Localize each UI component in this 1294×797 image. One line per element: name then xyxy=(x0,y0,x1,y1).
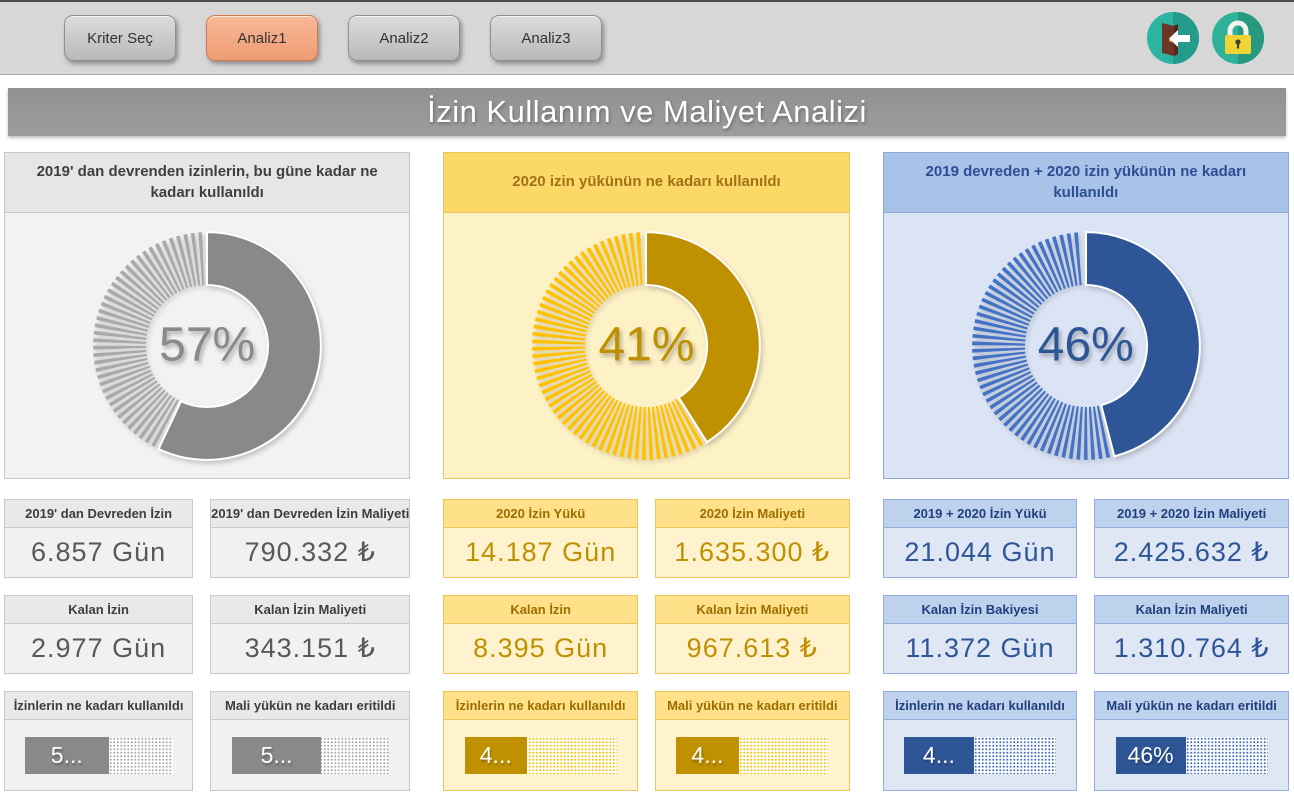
card-title: İzinlerin ne kadarı kullanıldı xyxy=(5,692,193,720)
progress-bar: 4... xyxy=(676,736,829,774)
donut-chart-gray: 57% xyxy=(5,213,409,478)
progress-label: 4... xyxy=(479,741,512,768)
analiz3-button[interactable]: Analiz3 xyxy=(490,15,602,61)
card-value: 790.332 ₺ xyxy=(244,537,376,567)
title-band: İzin Kullanım ve Maliyet Analizi xyxy=(8,88,1286,136)
analiz1-button[interactable]: Analiz1 xyxy=(206,15,318,61)
progress-label: 4... xyxy=(691,741,724,768)
progress-label: 5... xyxy=(260,741,293,768)
card-value: 8.395 Gün xyxy=(473,633,609,663)
panel-title: 2019' dan devrenden izinlerin, bu güne k… xyxy=(5,153,410,213)
stat-card: 2019' dan Devreden İzin 6.857 Gün xyxy=(4,499,194,578)
card-title: 2019' dan Devreden İzin xyxy=(5,500,193,528)
card-value: 21.044 Gün xyxy=(904,537,1056,567)
stat-card: Kalan İzin 8.395 Gün xyxy=(443,595,638,674)
card-title: Mali yükün ne kadarı eritildi xyxy=(1095,692,1288,720)
card-value: 1.310.764 ₺ xyxy=(1113,633,1270,663)
progress-label: 46% xyxy=(1127,741,1174,768)
progress-bar: 4... xyxy=(464,736,617,774)
card-value: 967.613 ₺ xyxy=(686,633,818,663)
donut-panel-blue: 2019 devreden + 2020 izin yükünün ne kad… xyxy=(882,152,1289,479)
donut-svg xyxy=(93,230,323,461)
progress-bar: 5... xyxy=(24,736,173,774)
card-value: 6.857 Gün xyxy=(31,537,167,567)
card-title: Mali yükün ne kadarı eritildi xyxy=(211,692,410,720)
donut-svg xyxy=(532,230,762,460)
stat-card: 2019' dan Devreden İzin Maliyeti 790.332… xyxy=(210,499,411,578)
progress-card: İzinlerin ne kadarı kullanıldı 4... xyxy=(882,691,1078,791)
progress-card: İzinlerin ne kadarı kullanıldı 4... xyxy=(443,691,638,791)
card-title: 2020 İzin Yükü xyxy=(444,500,637,528)
stat-card: Kalan İzin Bakiyesi 11.372 Gün xyxy=(882,595,1078,674)
donut-svg xyxy=(971,230,1201,460)
progress-card: Mali yükün ne kadarı eritildi 5... xyxy=(210,691,411,791)
donut-percent-label: 46% xyxy=(1037,317,1134,371)
panel-2020-yuku: 2020 izin yükünün ne kadarı kullanıldı 4… xyxy=(443,152,850,791)
progress-label: 5... xyxy=(50,741,83,768)
stat-card: Kalan İzin Maliyeti 1.310.764 ₺ xyxy=(1094,595,1289,674)
progress-label: 4... xyxy=(922,741,955,768)
card-title: Kalan İzin xyxy=(5,596,193,624)
lock-icon[interactable] xyxy=(1212,12,1264,64)
analiz2-button[interactable]: Analiz2 xyxy=(348,15,460,61)
card-value: 14.187 Gün xyxy=(465,537,617,567)
progress-bar: 5... xyxy=(231,736,389,774)
toolbar-buttons: Kriter Seç Analiz1 Analiz2 Analiz3 xyxy=(64,15,602,61)
card-value: 343.151 ₺ xyxy=(244,633,376,663)
progress-bar: 4... xyxy=(903,736,1057,774)
card-title: Kalan İzin xyxy=(444,596,637,624)
card-title: 2019 + 2020 İzin Maliyeti xyxy=(1095,500,1288,528)
donut-chart-gold: 41% xyxy=(444,213,848,478)
exit-icon[interactable] xyxy=(1147,12,1199,64)
card-value: 2.425.632 ₺ xyxy=(1113,537,1270,567)
toolbar: Kriter Seç Analiz1 Analiz2 Analiz3 xyxy=(0,0,1294,75)
donut-percent-label: 41% xyxy=(598,317,695,371)
kriter-sec-button[interactable]: Kriter Seç xyxy=(64,15,176,61)
card-title: Kalan İzin Maliyeti xyxy=(655,596,849,624)
card-title: 2019' dan Devreden İzin Maliyeti xyxy=(211,500,410,528)
donut-panel-gold: 2020 izin yükünün ne kadarı kullanıldı 4… xyxy=(443,152,850,479)
stat-card: Kalan İzin 2.977 Gün xyxy=(4,595,194,674)
progress-card: Mali yükün ne kadarı eritildi 4... xyxy=(654,691,850,791)
card-title: Mali yükün ne kadarı eritildi xyxy=(655,692,849,720)
donut-percent-label: 57% xyxy=(159,317,256,371)
panel-title: 2020 izin yükünün ne kadarı kullanıldı xyxy=(444,153,849,213)
card-title: 2020 İzin Maliyeti xyxy=(655,500,849,528)
donut-panel-gray: 2019' dan devrenden izinlerin, bu güne k… xyxy=(4,152,411,479)
progress-card: Mali yükün ne kadarı eritildi 46% xyxy=(1094,691,1289,791)
card-grid: 2019 + 2020 İzin Yükü 21.044 Gün 2019 + … xyxy=(882,499,1289,791)
dashboard: 2019' dan devrenden izinlerin, bu güne k… xyxy=(4,152,1289,791)
donut-chart-blue: 46% xyxy=(884,213,1288,478)
panel-title: 2019 devreden + 2020 izin yükünün ne kad… xyxy=(883,153,1288,213)
panel-2019-devreden: 2019' dan devrenden izinlerin, bu güne k… xyxy=(4,152,411,791)
stat-card: 2020 İzin Maliyeti 1.635.300 ₺ xyxy=(654,499,850,578)
card-value: 1.635.300 ₺ xyxy=(674,537,831,567)
card-title: İzinlerin ne kadarı kullanıldı xyxy=(883,692,1077,720)
card-title: Kalan İzin Maliyeti xyxy=(211,596,410,624)
stat-card: Kalan İzin Maliyeti 343.151 ₺ xyxy=(210,595,411,674)
progress-card: İzinlerin ne kadarı kullanıldı 5... xyxy=(4,691,194,791)
stat-card: 2019 + 2020 İzin Yükü 21.044 Gün xyxy=(882,499,1078,578)
card-title: İzinlerin ne kadarı kullanıldı xyxy=(444,692,637,720)
toolbar-icons xyxy=(1147,12,1264,64)
card-title: 2019 + 2020 İzin Yükü xyxy=(883,500,1077,528)
card-value: 2.977 Gün xyxy=(31,633,167,663)
stat-card: 2020 İzin Yükü 14.187 Gün xyxy=(443,499,638,578)
panel-2019-2020-toplam: 2019 devreden + 2020 izin yükünün ne kad… xyxy=(882,152,1289,791)
stat-card: 2019 + 2020 İzin Maliyeti 2.425.632 ₺ xyxy=(1094,499,1289,578)
stat-card: Kalan İzin Maliyeti 967.613 ₺ xyxy=(654,595,850,674)
card-title: Kalan İzin Bakiyesi xyxy=(883,596,1077,624)
progress-bar: 46% xyxy=(1115,736,1268,774)
card-title: Kalan İzin Maliyeti xyxy=(1095,596,1288,624)
card-grid: 2019' dan Devreden İzin 6.857 Gün 2019' … xyxy=(4,499,411,791)
card-value: 11.372 Gün xyxy=(905,633,1055,663)
card-grid: 2020 İzin Yükü 14.187 Gün 2020 İzin Mali… xyxy=(443,499,850,791)
page-title: İzin Kullanım ve Maliyet Analizi xyxy=(427,94,867,129)
